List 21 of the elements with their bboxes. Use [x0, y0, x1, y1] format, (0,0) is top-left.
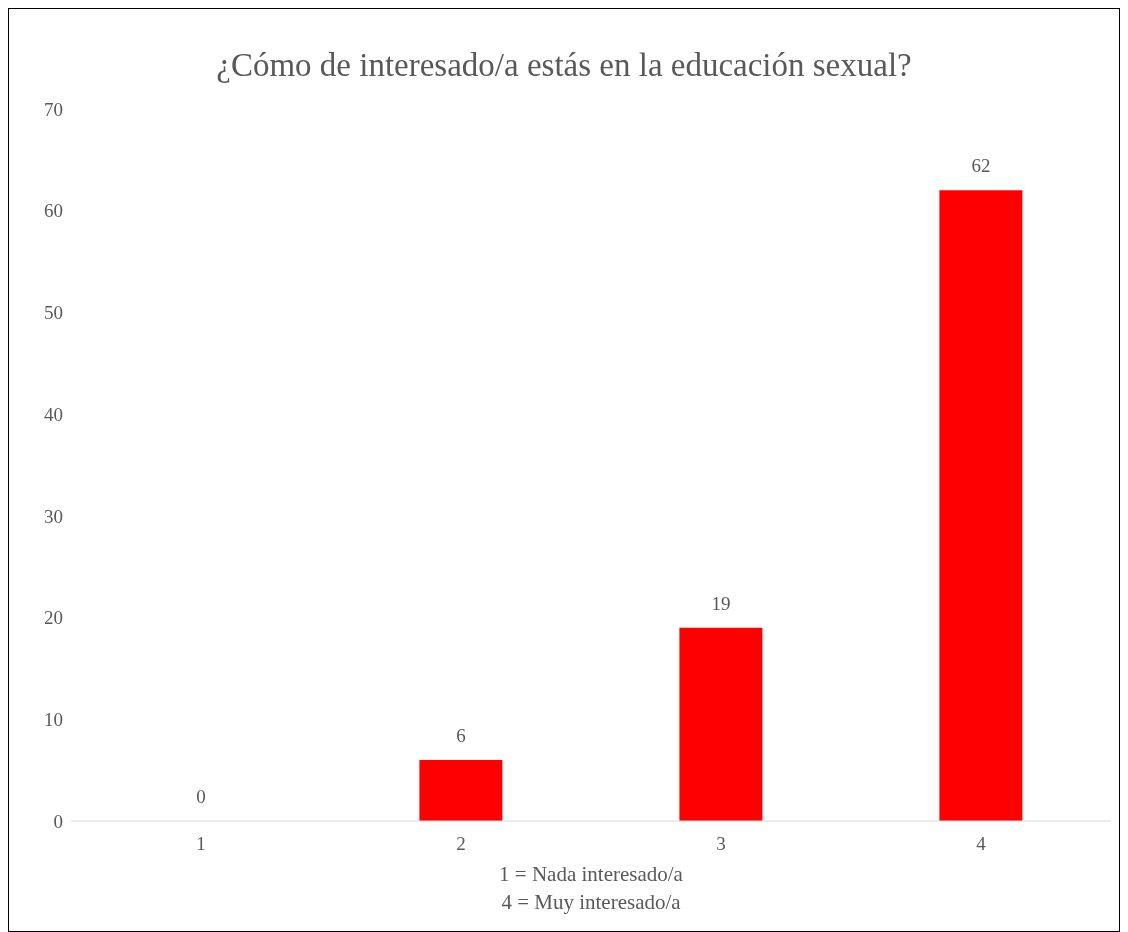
x-tick-label: 3: [716, 833, 726, 855]
y-tick-label: 0: [53, 810, 63, 832]
data-label: 19: [711, 592, 731, 614]
data-label: 6: [456, 724, 466, 746]
x-tick-label: 2: [456, 833, 466, 855]
x-tick-label: 4: [976, 833, 987, 855]
data-label: 62: [971, 155, 991, 177]
y-tick-label: 40: [44, 403, 63, 425]
x-tick-label: 1: [196, 833, 206, 855]
y-tick-label: 60: [44, 200, 63, 222]
y-tick-label: 70: [44, 98, 63, 120]
data-label: 0: [196, 786, 206, 807]
y-tick-label: 50: [44, 302, 63, 324]
bar: [679, 627, 763, 821]
x-axis-title: 1 = Nada interesado/a 4 = Muy interesado/a: [499, 862, 684, 914]
chart-title: ¿Cómo de interesado/a estás en la educación sexual?: [215, 47, 913, 85]
y-tick-label: 30: [44, 505, 63, 527]
bar: [939, 190, 1023, 821]
y-tick-label: 20: [44, 607, 63, 629]
y-tick-label: 10: [44, 709, 63, 731]
bar: [419, 759, 503, 821]
